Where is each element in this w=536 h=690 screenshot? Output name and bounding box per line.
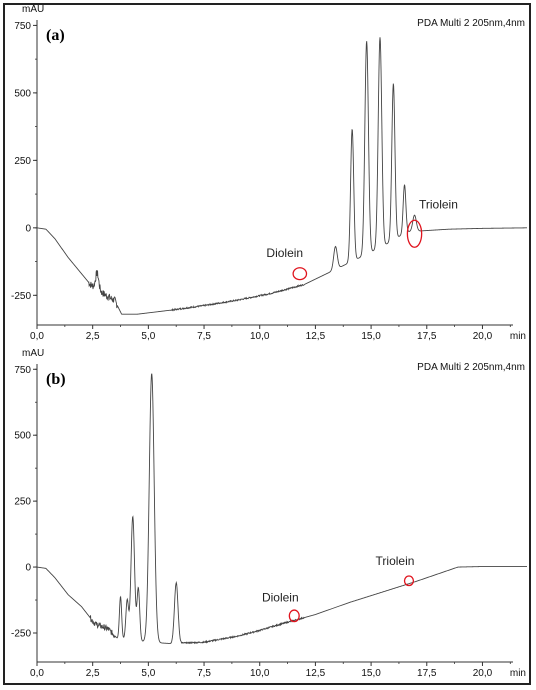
y-tick-label: 0: [25, 223, 31, 234]
detector-method-label: PDA Multi 2 205nm,4nm: [417, 362, 525, 373]
triolein-marker-circle: [406, 219, 423, 248]
y-tick-label: 750: [14, 21, 31, 32]
x-tick-label: 17,5: [417, 668, 437, 679]
x-tick-label: 17,5: [417, 331, 437, 342]
x-tick-label: 2,5: [86, 331, 100, 342]
chart-panel-b: 750 500 250 0 -250 0,0 2,5 5,0 7,5 10,0 12,5 15,0 17…: [11, 348, 527, 679]
y-unit-label: mAU: [22, 4, 44, 15]
x-unit-label: min: [510, 668, 526, 679]
x-tick-label: 20,0: [473, 668, 493, 679]
y-tick-label: 0: [25, 563, 31, 574]
x-tick-label: 2,5: [86, 668, 100, 679]
y-tick-label: 500: [14, 431, 31, 442]
panel-label: (b): [46, 371, 66, 388]
figure-frame: [3, 3, 531, 685]
x-tick-label: 10,0: [250, 331, 270, 342]
triolein-label: Triolein: [376, 554, 415, 568]
y-tick-label: 500: [14, 88, 31, 99]
x-tick-label: 20,0: [473, 331, 493, 342]
y-unit-label: mAU: [22, 348, 44, 359]
x-tick-label: 5,0: [141, 668, 155, 679]
panel-label: (a): [46, 27, 65, 44]
chart-panel-a: 750 500 250 0 -250 0,0 2,5 5,0 7,5 10,0 12,5 15,0 17…: [11, 4, 528, 342]
y-tick-label: 750: [14, 365, 31, 376]
x-tick-label: 7,5: [197, 331, 211, 342]
x-unit-label: min: [510, 331, 526, 342]
y-tick-label: 250: [14, 156, 31, 167]
x-tick-label: 15,0: [361, 668, 381, 679]
y-tick-label: -250: [11, 291, 31, 302]
x-tick-label: 0,0: [30, 331, 44, 342]
diolein-label: Diolein: [266, 246, 303, 260]
triolein-label: Triolein: [419, 197, 458, 211]
x-tick-label: 0,0: [30, 668, 44, 679]
x-tick-label: 10,0: [250, 668, 270, 679]
x-tick-label: 15,0: [361, 331, 381, 342]
triolein-marker-circle: [403, 575, 415, 587]
x-tick-label: 12,5: [306, 331, 326, 342]
detector-method-label: PDA Multi 2 205nm,4nm: [417, 18, 525, 29]
diolein-marker-circle: [292, 267, 308, 281]
y-tick-label: -250: [11, 628, 31, 639]
x-tick-label: 7,5: [197, 668, 211, 679]
x-tick-label: 5,0: [141, 331, 155, 342]
diolein-marker-circle: [288, 609, 300, 623]
diolein-label: Diolein: [262, 590, 299, 604]
x-tick-label: 12,5: [306, 668, 326, 679]
chromatogram-trace: [36, 37, 528, 315]
y-tick-label: 250: [14, 497, 31, 508]
chromatogram-trace: [36, 373, 527, 645]
